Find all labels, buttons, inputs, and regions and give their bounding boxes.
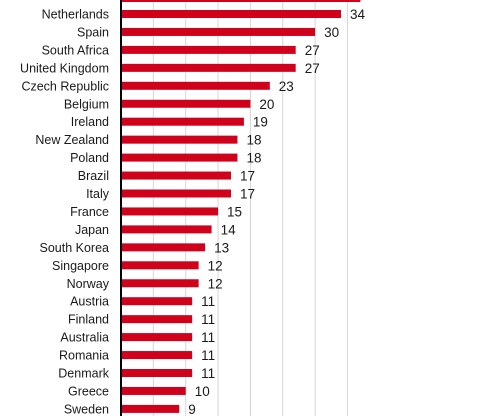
value-label: 27 (305, 43, 320, 58)
category-label: Finland (68, 313, 109, 327)
bar (121, 99, 251, 108)
bar (121, 189, 231, 198)
value-label: 18 (246, 151, 261, 166)
category-label: Ireland (71, 115, 109, 129)
bar (121, 261, 199, 270)
bar (121, 27, 316, 36)
value-label: 17 (240, 187, 255, 202)
category-label: Romania (59, 349, 109, 363)
bar (121, 45, 296, 54)
bar (121, 369, 193, 377)
category-label: Denmark (58, 367, 109, 381)
category-label: Sweden (64, 402, 109, 416)
bar (121, 171, 231, 180)
category-label: New Zealand (35, 133, 109, 147)
value-label: 23 (279, 79, 294, 94)
value-label: 15 (227, 204, 242, 219)
value-label: 17 (240, 169, 255, 184)
bar (121, 351, 193, 360)
value-label: 30 (324, 25, 339, 40)
category-label: South Korea (40, 241, 110, 255)
value-label: 34 (350, 7, 366, 22)
category-label: Czech Republic (21, 79, 109, 93)
bar-cropped (121, 0, 361, 2)
category-label: Italy (86, 187, 110, 201)
bar (121, 315, 193, 324)
bar (121, 81, 270, 90)
value-label: 11 (201, 348, 215, 363)
bar (121, 207, 219, 216)
value-label: 18 (246, 133, 261, 148)
bar (121, 135, 238, 144)
value-label: 11 (201, 330, 215, 345)
category-label: Austria (70, 295, 109, 309)
value-label: 11 (201, 366, 215, 381)
value-label: 27 (305, 61, 320, 76)
value-label: 11 (201, 294, 215, 309)
bar (121, 243, 206, 252)
bar (121, 333, 193, 342)
category-label: Netherlands (42, 8, 109, 22)
category-label: Australia (60, 331, 109, 345)
bar (121, 63, 296, 72)
bar (121, 10, 341, 18)
category-label: France (70, 205, 109, 219)
bar (121, 297, 193, 306)
value-label: 20 (259, 97, 274, 112)
category-label: Belgium (64, 97, 109, 111)
value-label: 11 (201, 312, 215, 327)
category-label: Norway (67, 277, 110, 291)
value-label: 9 (188, 402, 196, 416)
category-label: Brazil (78, 169, 109, 183)
category-label: Greece (68, 384, 109, 398)
value-label: 19 (253, 115, 268, 130)
value-label: 14 (221, 222, 237, 237)
category-label: Japan (75, 223, 109, 237)
value-label: 12 (208, 276, 223, 291)
bar (121, 279, 199, 288)
category-label: South Africa (42, 43, 109, 57)
value-label: 13 (214, 240, 229, 255)
bar (121, 404, 180, 413)
category-label: Spain (77, 25, 109, 39)
category-label: Poland (70, 151, 109, 165)
value-label: 12 (208, 258, 223, 273)
category-label: United Kingdom (20, 61, 109, 75)
bar (121, 153, 238, 162)
bar (121, 386, 186, 395)
value-label: 10 (195, 384, 210, 399)
bar (121, 225, 212, 234)
bar (121, 117, 244, 126)
category-label: Singapore (52, 259, 109, 273)
